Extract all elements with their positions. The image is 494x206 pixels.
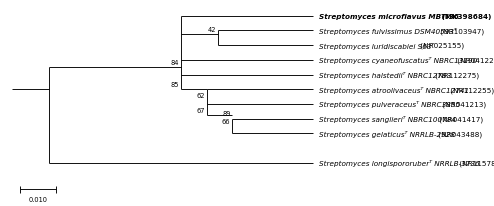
Text: Streptomyces halstediiᵀ NBRC12783: Streptomyces halstediiᵀ NBRC12783 [319, 72, 451, 79]
Text: Streptomyces fulvissimus DSM40593ᵀ: Streptomyces fulvissimus DSM40593ᵀ [319, 28, 456, 35]
Text: Streptomyces cyaneofuscatusᵀ NBRC13190: Streptomyces cyaneofuscatusᵀ NBRC13190 [319, 57, 477, 64]
Text: 0.010: 0.010 [29, 196, 47, 202]
Text: 84: 84 [170, 60, 179, 66]
Text: 67: 67 [196, 107, 205, 113]
Text: 42: 42 [207, 27, 216, 33]
Text: (NR043488): (NR043488) [436, 130, 482, 137]
Text: Streptomyces pulveraceusᵀ NBRC3855: Streptomyces pulveraceusᵀ NBRC3855 [319, 101, 459, 108]
Text: Streptomyces sanglieriᵀ NBRC100784: Streptomyces sanglieriᵀ NBRC100784 [319, 116, 455, 123]
Text: Streptomyces gelaticusᵀ NRRLB-2928: Streptomyces gelaticusᵀ NRRLB-2928 [319, 130, 454, 137]
Text: 66: 66 [222, 118, 231, 124]
Text: Streptomyces atroolivaceusᵀ NBRC12741: Streptomyces atroolivaceusᵀ NBRC12741 [319, 86, 469, 93]
Text: (NR041226): (NR041226) [455, 57, 494, 64]
Text: (NR103947): (NR103947) [438, 28, 484, 35]
Text: (MK398684): (MK398684) [439, 14, 492, 20]
Text: Streptomyces microflavus MBTI36: Streptomyces microflavus MBTI36 [319, 14, 458, 20]
Text: Streptomyces longispororuberᵀ NRRLB-3736: Streptomyces longispororuberᵀ NRRLB-3736 [319, 159, 479, 166]
Text: 62: 62 [196, 93, 205, 99]
Text: (NR115780): (NR115780) [457, 160, 494, 166]
Text: 89: 89 [222, 111, 231, 117]
Text: (NR041417): (NR041417) [437, 116, 483, 122]
Text: 85: 85 [170, 82, 179, 88]
Text: (NR112275): (NR112275) [433, 72, 479, 78]
Text: (NR025155): (NR025155) [418, 43, 464, 49]
Text: Streptomyces luridiscabiei S63ᵀ: Streptomyces luridiscabiei S63ᵀ [319, 42, 434, 49]
Text: (NR041213): (NR041213) [441, 101, 487, 108]
Text: (NR112255): (NR112255) [448, 87, 494, 93]
